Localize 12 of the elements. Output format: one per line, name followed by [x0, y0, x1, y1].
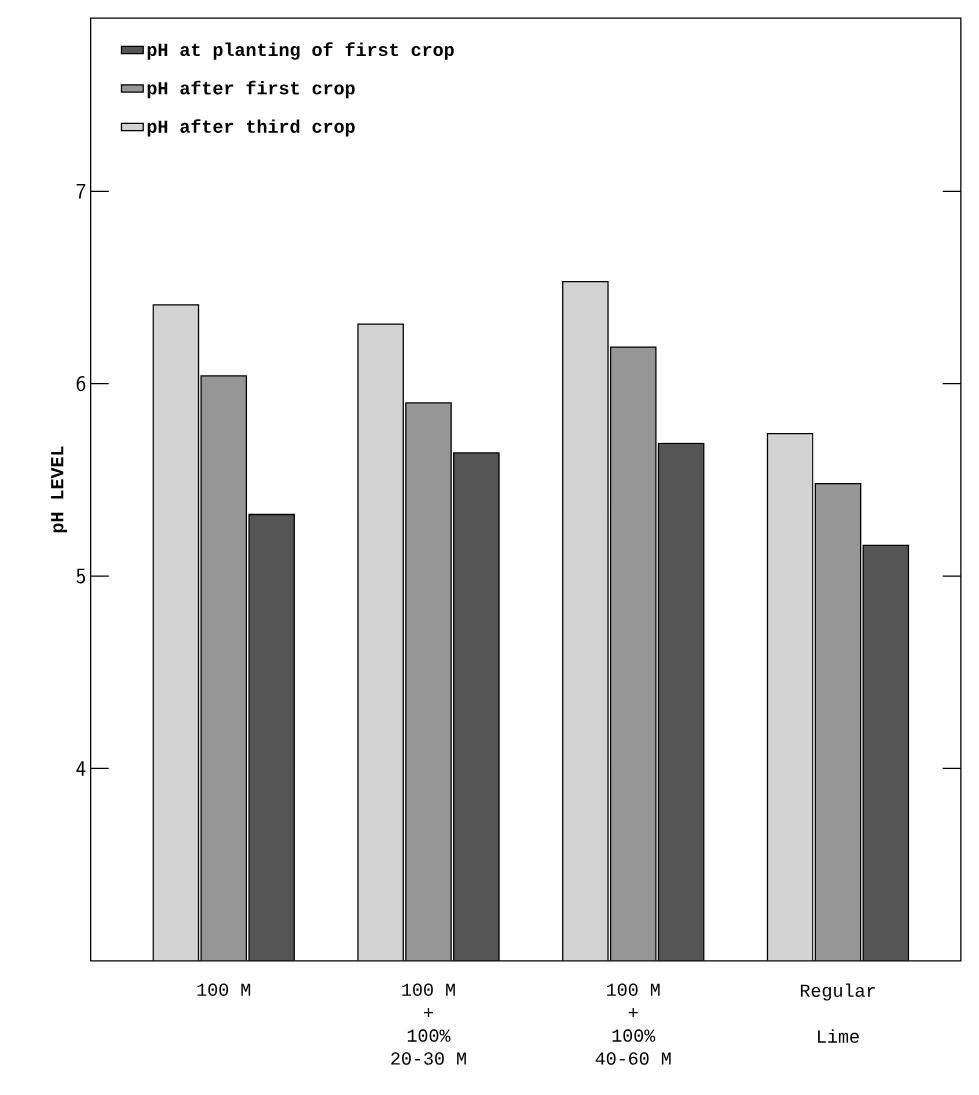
x-tick-label: 100 M + 100% 40-60 M — [595, 983, 671, 1065]
y-tick-label: 7 — [76, 183, 86, 199]
y-tick-label: 5 — [76, 568, 86, 584]
x-tick-label: 100 M — [197, 983, 251, 996]
legend-label: pH after first crop — [147, 80, 355, 99]
y-tick-label: 6 — [76, 376, 86, 392]
y-tick-label: 4 — [76, 761, 86, 776]
legend-label: pH after third crop — [147, 119, 355, 137]
category-label: Regular Lime — [800, 983, 875, 1043]
legend-label: pH at planting of first crop — [147, 42, 454, 60]
x-tick-label: 100 M + 100% 20-30 M — [391, 983, 466, 1065]
y-axis-title: pH LEVEL — [51, 446, 68, 533]
